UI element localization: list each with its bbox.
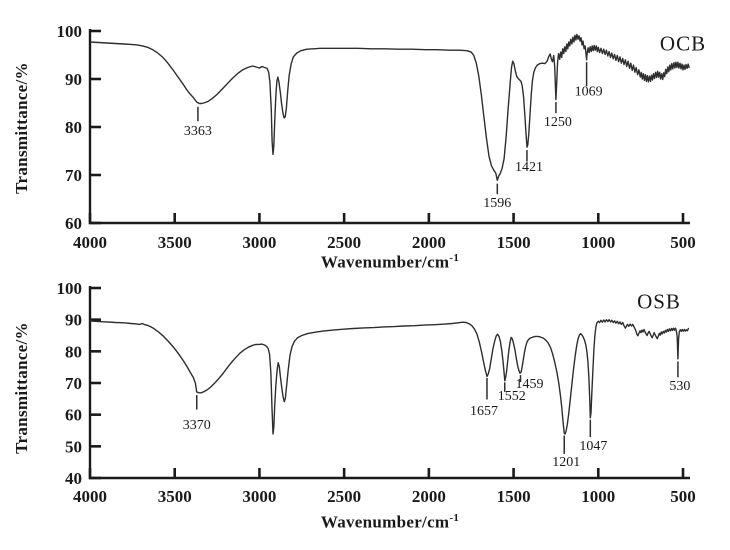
peak-label-1069: 1069 bbox=[575, 84, 603, 99]
y-tick-label: 80 bbox=[65, 118, 82, 137]
y-tick-label: 100 bbox=[57, 22, 83, 41]
y-tick-label: 60 bbox=[65, 406, 82, 425]
x-tick-label: 500 bbox=[670, 233, 696, 252]
y-tick-label: 70 bbox=[65, 166, 82, 185]
x-tick-label: 3000 bbox=[242, 487, 276, 506]
peak-label-1421: 1421 bbox=[515, 160, 543, 175]
y-axis-title-bottom: Transmittance/% bbox=[12, 322, 31, 454]
series-label-ocb: OCB bbox=[659, 31, 707, 56]
x-tick-label: 1000 bbox=[581, 487, 615, 506]
x-tick-label: 3500 bbox=[158, 487, 192, 506]
peak-label-1596: 1596 bbox=[483, 196, 511, 211]
peak-label-1552: 1552 bbox=[498, 389, 526, 404]
ocb-spectrum-chart: 60 70 80 90 100 4000 3500 3000 2500 2000 1500 1000 5… bbox=[57, 22, 696, 252]
peak-label-530: 530 bbox=[669, 379, 690, 394]
x-tick-label: 1000 bbox=[581, 233, 615, 252]
x-tick-label: 4000 bbox=[73, 233, 107, 252]
peak-label-3363: 3363 bbox=[184, 124, 212, 139]
x-tick-label: 1500 bbox=[497, 233, 531, 252]
y-tick-label: 70 bbox=[65, 374, 82, 393]
x-tick-label: 3500 bbox=[158, 233, 192, 252]
peak-label-3370: 3370 bbox=[183, 418, 211, 433]
ocb-spectrum-panel: 60 70 80 90 100 4000 3500 3000 2500 2000 1500 1000 5… bbox=[57, 22, 696, 252]
y-tick-label: 100 bbox=[57, 279, 83, 298]
peak-label-1459: 1459 bbox=[516, 377, 544, 392]
x-tick-label: 3000 bbox=[242, 233, 276, 252]
x-tick-label: 500 bbox=[670, 487, 696, 506]
x-tick-label: 2500 bbox=[327, 487, 361, 506]
peak-label-1047: 1047 bbox=[579, 439, 607, 454]
x-tick-label: 2500 bbox=[327, 233, 361, 252]
x-tick-label: 4000 bbox=[73, 487, 107, 506]
x-axis-title-bottom-superscript: -1 bbox=[449, 512, 460, 524]
x-axis-title-top-superscript: -1 bbox=[449, 252, 460, 264]
osb-spectrum-panel: 40 50 60 70 80 90 100 4000 3500 3000 2500 2000 1500 1… bbox=[0, 275, 730, 550]
peak-label-1657: 1657 bbox=[470, 404, 498, 419]
y-tick-label: 80 bbox=[65, 342, 82, 361]
spectrum-curve bbox=[89, 319, 690, 435]
y-tick-label: 40 bbox=[65, 469, 82, 488]
y-axis-title-top: Transmittance/% bbox=[12, 62, 31, 194]
x-axis-title-top-text: Wavenumber/cm bbox=[320, 252, 450, 272]
x-tick-label: 2000 bbox=[412, 233, 446, 252]
y-tick-label: 90 bbox=[65, 311, 82, 330]
y-tick-label: 90 bbox=[65, 70, 82, 89]
spectrum-curve bbox=[89, 33, 690, 182]
x-tick-label: 2000 bbox=[412, 487, 446, 506]
peak-label-1201: 1201 bbox=[552, 455, 580, 470]
x-axis-title-top: Wavenumber/cm-1 bbox=[321, 252, 459, 273]
x-axis-title-bottom: Wavenumber/cm-1 bbox=[321, 512, 459, 533]
y-tick-label: 60 bbox=[65, 214, 82, 233]
series-label-osb: OSB bbox=[637, 289, 681, 314]
peak-label-1250: 1250 bbox=[544, 115, 572, 130]
x-axis-title-bottom-text: Wavenumber/cm bbox=[320, 512, 450, 532]
x-tick-label: 1500 bbox=[497, 487, 531, 506]
osb-spectrum-chart: 40 50 60 70 80 90 100 4000 3500 3000 2500 2000 1500 1… bbox=[57, 279, 696, 506]
y-tick-label: 50 bbox=[65, 437, 82, 456]
